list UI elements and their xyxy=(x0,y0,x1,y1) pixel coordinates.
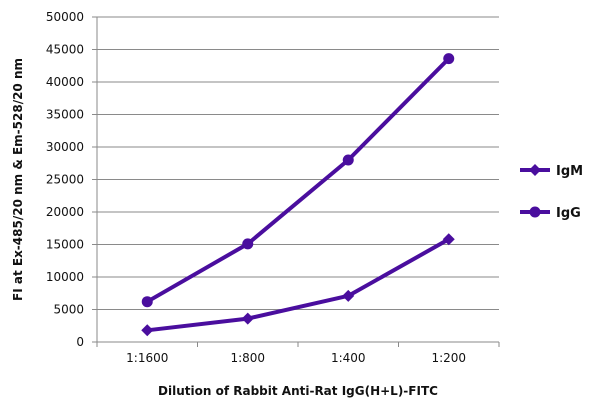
x-tick-label: 1:400 xyxy=(331,351,366,365)
y-axis-title: FI at Ex-485/20 nm & Em-528/20 nm xyxy=(11,58,25,301)
y-tick-label: 50000 xyxy=(46,10,84,24)
data-point-IgM xyxy=(241,312,254,325)
data-point-IgG xyxy=(242,238,254,250)
data-point-IgG xyxy=(141,296,153,308)
legend-marker-IgM xyxy=(529,164,541,176)
x-tick-label: 1:200 xyxy=(431,351,466,365)
series-line-IgG xyxy=(146,57,451,304)
data-point-IgM xyxy=(342,289,355,302)
y-tick-label: 25000 xyxy=(46,173,84,187)
y-tick-label: 0 xyxy=(76,335,84,349)
legend-label-IgM: IgM xyxy=(556,164,583,179)
y-tick-label: 35000 xyxy=(46,108,84,122)
data-point-IgM xyxy=(442,233,455,246)
y-tick-label: 45000 xyxy=(46,43,84,57)
data-point-IgM xyxy=(141,324,154,337)
legend-label-IgG: IgG xyxy=(556,206,581,221)
data-point-IgG xyxy=(443,53,455,65)
data-point-IgG xyxy=(342,154,354,166)
y-tick-label: 40000 xyxy=(46,75,84,89)
x-axis-title: Dilution of Rabbit Anti-Rat IgG(H+L)-FIT… xyxy=(158,384,438,398)
y-tick-label: 30000 xyxy=(46,140,84,154)
y-tick-label: 15000 xyxy=(46,238,84,252)
legend-marker-IgG xyxy=(529,206,541,218)
y-tick-label: 10000 xyxy=(46,270,84,284)
y-tick-label: 20000 xyxy=(46,205,84,219)
x-tick-label: 1:1600 xyxy=(126,351,168,365)
series-line-IgM xyxy=(147,237,450,333)
x-tick-label: 1:800 xyxy=(230,351,265,365)
y-tick-label: 5000 xyxy=(53,303,84,317)
